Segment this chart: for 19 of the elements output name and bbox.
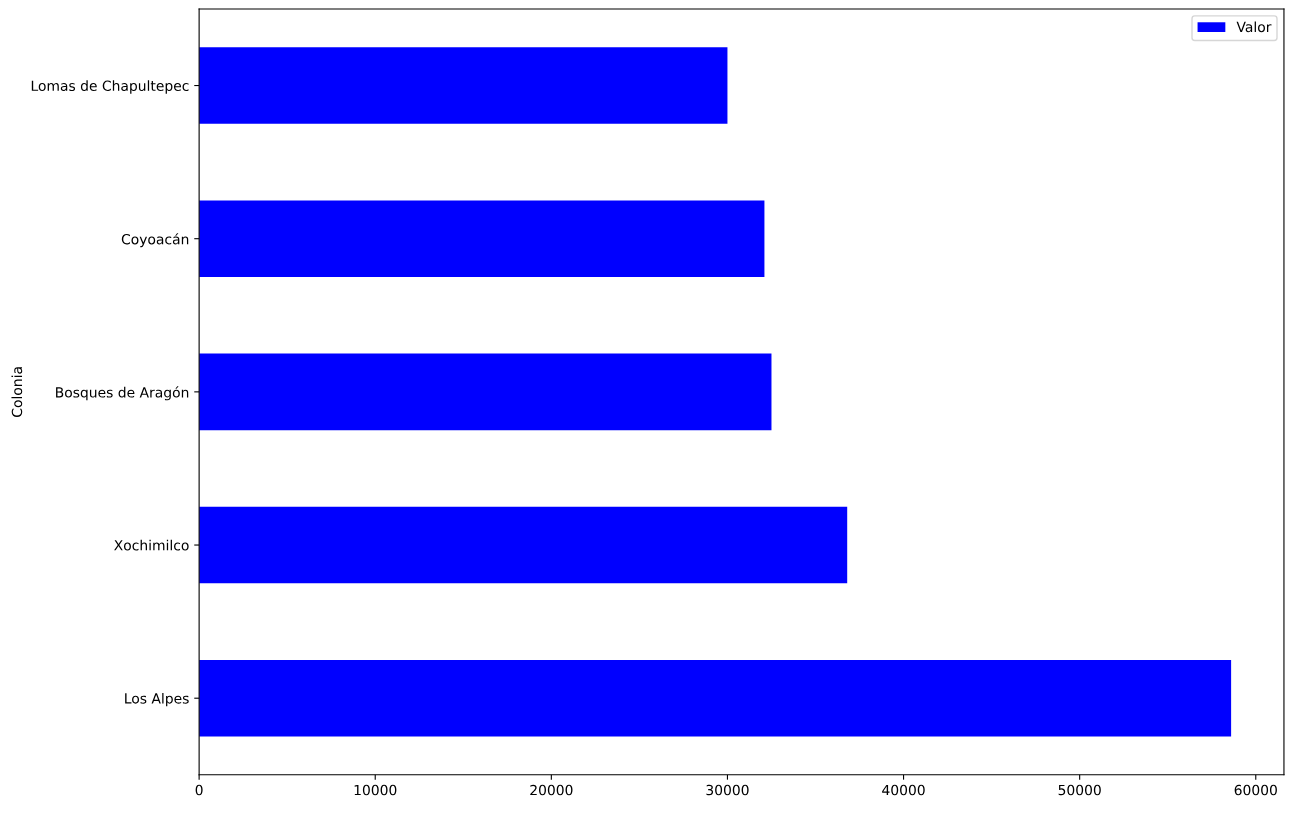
x-tick-label: 10000 — [354, 784, 397, 796]
y-axis-title: Colonia — [11, 367, 23, 417]
bar — [199, 353, 772, 431]
x-tick-label: 20000 — [530, 784, 573, 796]
x-tick-label: 40000 — [882, 784, 925, 796]
x-tick-label: 30000 — [706, 784, 749, 796]
y-tick-label: Los Alpes — [125, 692, 189, 707]
y-tick-label: Coyoacán — [121, 233, 189, 248]
legend-label: Valor — [1236, 21, 1272, 33]
y-tick-label: Bosques de Aragón — [56, 386, 189, 401]
x-tick-label: 50000 — [1058, 784, 1101, 796]
x-tick-label: 60000 — [1234, 784, 1277, 796]
y-tick-label: Lomas de Chapultepec — [31, 80, 189, 94]
bar — [199, 200, 765, 277]
y-tick-label: Xochimilco — [114, 539, 189, 551]
bar — [199, 659, 1232, 737]
bar — [199, 47, 728, 124]
bar — [199, 506, 848, 584]
x-tick-label: 0 — [195, 784, 203, 796]
